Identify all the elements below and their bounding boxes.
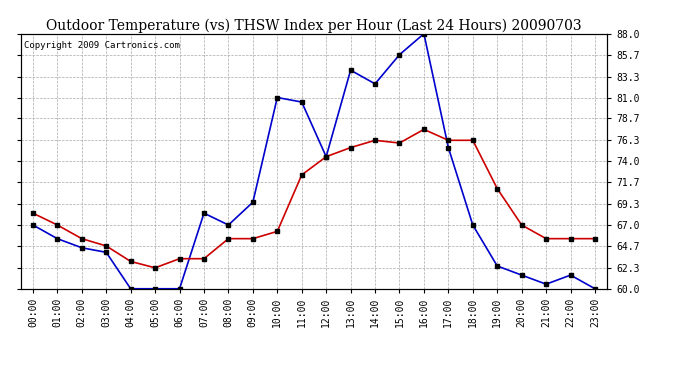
Text: Copyright 2009 Cartronics.com: Copyright 2009 Cartronics.com — [23, 41, 179, 50]
Title: Outdoor Temperature (vs) THSW Index per Hour (Last 24 Hours) 20090703: Outdoor Temperature (vs) THSW Index per … — [46, 18, 582, 33]
